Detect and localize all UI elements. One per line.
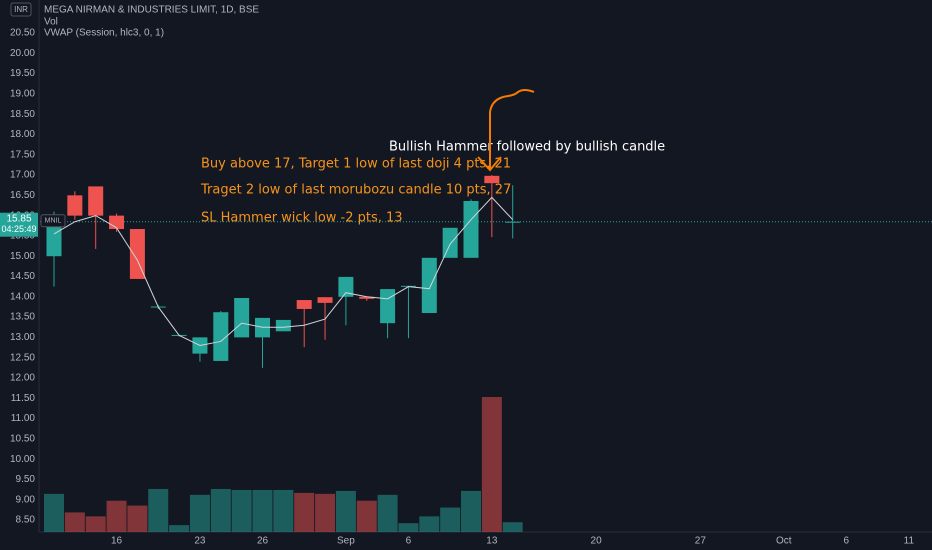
candle-body — [234, 298, 250, 338]
y-tick-label: 13.50 — [10, 312, 35, 323]
candle-body — [505, 221, 521, 223]
volume-bar — [273, 489, 294, 532]
volume-bar — [127, 505, 148, 532]
y-tick-label: 11.00 — [11, 413, 36, 424]
currency-box — [10, 2, 32, 17]
drawing-arrowhead — [477, 156, 502, 172]
indicator: Vol — [44, 17, 58, 28]
volume-bar — [335, 490, 356, 532]
volume-bar — [189, 494, 210, 532]
volume-bar — [231, 489, 252, 532]
y-tick-label: 15.00 — [10, 251, 35, 262]
candle-body — [296, 300, 312, 309]
drawing-arrow — [489, 89, 535, 170]
volume-bar — [481, 397, 502, 532]
x-tick-label: 16 — [111, 536, 123, 547]
y-tick-label: 18.50 — [10, 109, 35, 120]
x-tick-label: 11 — [904, 536, 915, 547]
x-tick-label: 20 — [591, 536, 603, 547]
y-tick-label: 13.00 — [10, 332, 35, 343]
volume-bar — [64, 512, 85, 532]
symbol: MNIL — [45, 218, 62, 225]
candle-body — [463, 201, 479, 258]
y-tick-label: 16.50 — [10, 190, 35, 201]
candle-body — [421, 257, 437, 314]
volume-bar — [44, 493, 64, 532]
y-tick-label: 17.50 — [10, 149, 35, 160]
x-tick-label: 6 — [406, 536, 412, 547]
volume-bar — [502, 522, 523, 532]
symbol-tag — [40, 214, 66, 228]
y-tick-label: 12.00 — [10, 373, 35, 384]
volume-bar — [85, 516, 106, 532]
currency: INR — [14, 5, 28, 14]
x-tick-label: 23 — [194, 536, 206, 547]
y-tick-label: 18.00 — [10, 129, 35, 140]
y-tick-label: 20.50 — [10, 28, 35, 39]
candle-body — [442, 227, 458, 258]
y-tick-label: 19.50 — [10, 68, 35, 79]
vwap-line — [53, 196, 514, 347]
volume-bar — [148, 488, 169, 532]
volume-bar — [252, 489, 273, 532]
y-tick-label: 19.00 — [10, 89, 35, 100]
candle-body — [109, 215, 125, 230]
volume-bar — [398, 523, 419, 532]
y-tick-label: 10.00 — [10, 454, 35, 465]
y-tick-label: 17.00 — [10, 170, 35, 181]
annotation: Traget 2 low of last morubozu candle 10 … — [200, 183, 511, 198]
volume-bar — [210, 488, 231, 532]
volume-bar — [169, 525, 190, 532]
volume-bar — [315, 493, 336, 532]
volume-bar — [461, 490, 481, 532]
y-tick-label: 14.00 — [10, 291, 35, 302]
x-tick-label: Oct — [776, 536, 792, 547]
volume-bar — [419, 516, 440, 532]
candle-body — [275, 319, 291, 332]
x-tick-label: 13 — [486, 536, 498, 547]
candle-body — [317, 297, 333, 303]
y-tick-label: 8.50 — [16, 515, 36, 526]
x-tick-label: 27 — [695, 536, 707, 547]
y-tick-label: 10.50 — [10, 433, 35, 444]
candle-body — [67, 195, 83, 216]
candle-body — [88, 186, 104, 216]
y-tick-label: 20.00 — [10, 48, 35, 59]
y-tick-label: 9.50 — [16, 474, 36, 485]
volume-bar — [356, 500, 377, 532]
last-price-label: 15.85 — [6, 213, 31, 224]
y-tick-label: 12.50 — [10, 352, 35, 363]
indicator: VWAP (Session, hlc3, 0, 1) — [44, 28, 164, 39]
candle-body — [129, 229, 145, 279]
volume-bar — [440, 507, 461, 532]
y-tick-label: 9.00 — [16, 494, 36, 505]
y-tick-label: 14.50 — [10, 271, 35, 282]
x-tick-label: 6 — [844, 536, 850, 547]
volume-bar — [377, 494, 398, 532]
candle-body — [213, 312, 229, 361]
candle-body — [484, 175, 500, 184]
y-tick-label: 11.50 — [11, 393, 36, 404]
x-tick-label: 26 — [257, 536, 269, 547]
annotation: SL Hammer wick low -2 pts, 13 — [201, 211, 403, 226]
chart-title: MEGA NIRMAN & INDUSTRIES LIMIT, 1D, BSE — [44, 5, 259, 16]
x-tick-label: Sep — [337, 536, 355, 547]
candle-body — [338, 276, 354, 297]
price-label-box — [0, 212, 38, 237]
annotation: Buy above 17, Target 1 low of last doji … — [201, 157, 511, 172]
volume-bar — [294, 492, 315, 532]
annotation: Bullish Hammer followed by bullish candl… — [389, 140, 665, 155]
candle-body — [359, 296, 375, 299]
countdown: 04:25:49 — [1, 224, 36, 234]
volume-bar — [106, 500, 127, 532]
candle-body — [380, 289, 396, 324]
